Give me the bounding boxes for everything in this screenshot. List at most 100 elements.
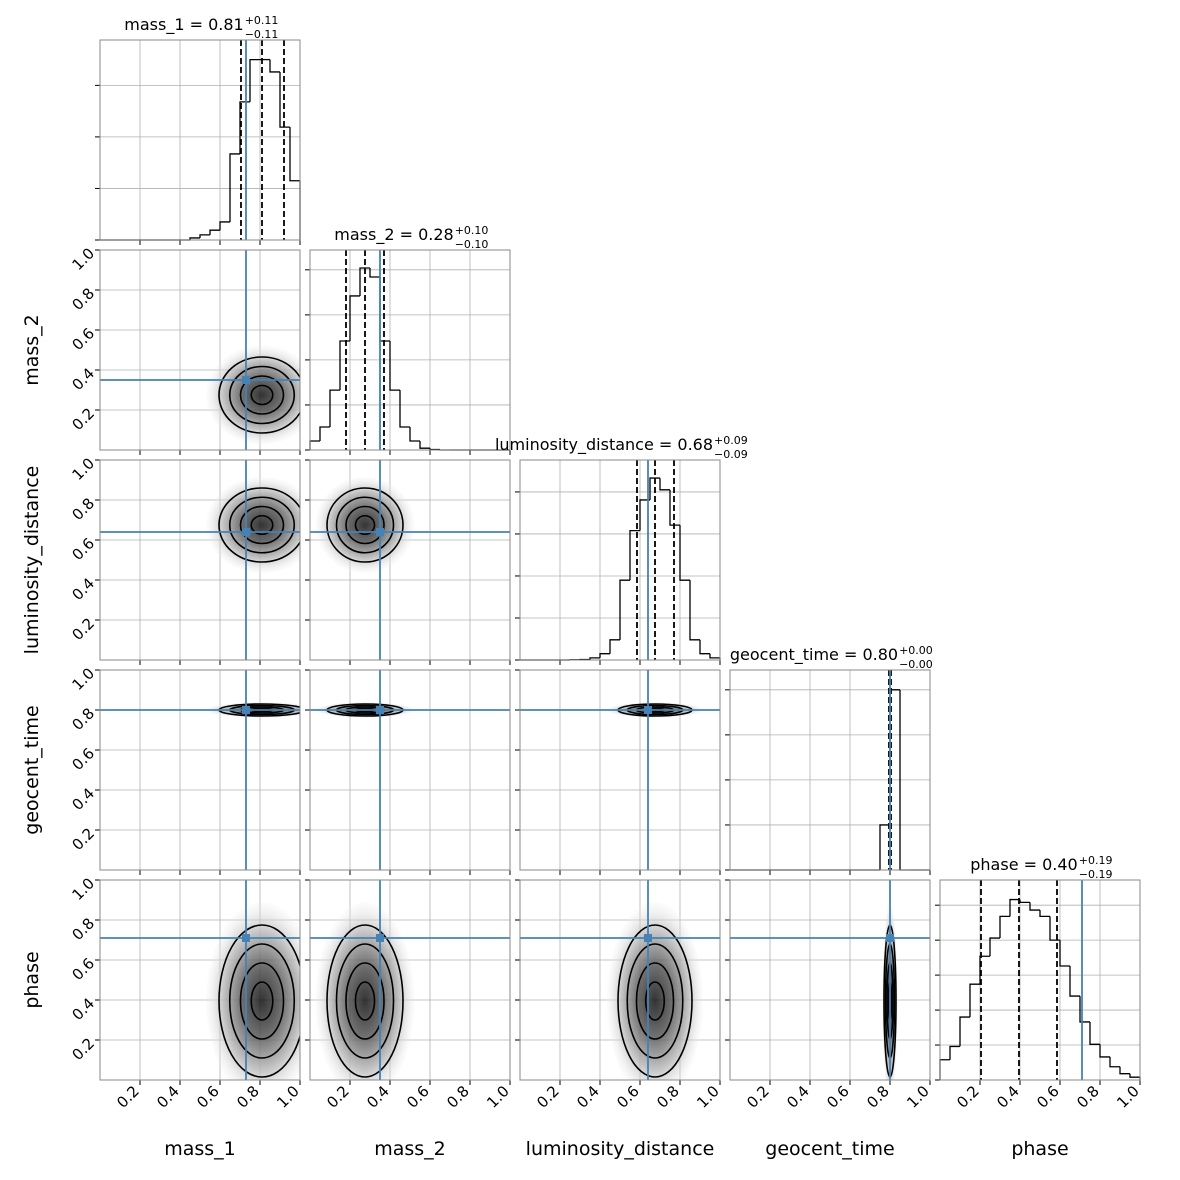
contour [239,962,285,1040]
panel-frame [99,879,301,1081]
histogram-bin [999,915,1010,939]
histogram-bin [1029,902,1040,911]
panel-frame [519,669,721,871]
panel [305,669,511,875]
histogram-bin [1009,898,1020,917]
y-tick-label: 0.6 [68,744,98,774]
title-text: geocent_time = 0.80 [730,645,898,665]
x-tick-label: 0.4 [573,1082,603,1112]
histogram-bin [369,268,380,278]
truth-marker [242,706,250,714]
histogram-bin [959,1016,970,1047]
panel: 0.2 0.4 0.6 0.8 1.0 [68,244,301,455]
density [206,345,300,445]
title-text: phase = 0.40 [970,855,1077,874]
histogram-bin [679,525,690,581]
contour [228,365,296,425]
panel-frame [309,669,511,871]
panel: 0.2 0.4 0.6 0.8 1.0 phase = 0.40 +0.19−0.19 [935,854,1143,1112]
density-cloud [206,902,300,1080]
panel [515,669,721,875]
panel: 0.2 0.4 0.6 0.8 1.0 0.2 0.4 0.6 0.8 1.0 [68,874,302,1111]
histogram-bin [269,59,280,73]
x-axis-label: geocent_time [765,1138,894,1160]
x-tick-label: 0.8 [863,1082,893,1112]
histogram-bin [349,295,360,341]
y-tick-label: 0.2 [68,404,98,434]
x-tick-label: 0.4 [993,1082,1023,1112]
histogram-bin [699,639,710,655]
histogram-bin [689,580,700,641]
truth-marker [242,376,250,384]
contour [345,505,385,545]
density [206,902,300,1080]
panel-bg [310,670,510,870]
panel: 0.2 0.4 0.6 0.8 1.0 [68,664,301,875]
histogram-bin [1089,1021,1100,1045]
contour [250,514,274,536]
histogram-bin [1129,1073,1140,1078]
y-tick-label: 0.6 [68,954,98,984]
histogram-bin [949,1045,960,1060]
panel-title: mass_2 = 0.28 [334,225,453,245]
title-text: luminosity_distance = 0.68 [495,435,713,455]
x-tick-label: 1.0 [483,1082,513,1112]
contour [218,356,300,434]
panel-frame [309,249,511,451]
x-tick-label: 0.6 [1033,1082,1063,1112]
x-tick-label: 0.2 [323,1082,353,1112]
histogram-bin [599,653,610,658]
histogram-bin [409,427,420,442]
contour [228,943,296,1059]
histogram-bin [359,267,370,296]
contour [626,943,684,1059]
title-lower: −0.10 [455,238,489,251]
x-tick-label: 0.2 [743,1082,773,1112]
histogram-bin [209,229,220,235]
density [315,476,415,574]
x-tick-label: 0.8 [443,1082,473,1112]
contour [239,375,285,415]
histogram-bin [979,955,990,985]
density [206,476,300,574]
contour [250,981,274,1021]
x-tick-label: 0.6 [403,1082,433,1112]
panel-bg [100,670,300,870]
histogram-bin [669,489,680,526]
histogram-bin [649,477,660,500]
histogram-bin [609,639,620,654]
contour [326,487,404,563]
density-cloud [206,476,300,574]
panel-bg [730,880,930,1080]
y-tick-label: 0.6 [68,324,98,354]
y-tick-label: 0.6 [68,534,98,564]
panel-title: geocent_time = 0.80 [730,645,898,665]
x-tick-label: 0.4 [783,1082,813,1112]
histogram-bin [419,440,430,449]
contour [250,384,274,406]
histogram-bin [1019,899,1030,904]
truth-marker [376,934,384,942]
panel-frame [99,459,301,661]
y-tick-label: 0.8 [68,704,98,734]
y-tick-label: 0.8 [68,914,98,944]
histogram-bin [969,983,980,1018]
y-tick-label: 0.2 [68,824,98,854]
density-cloud [315,902,415,1080]
panel-frame [309,879,511,1081]
truth-marker [886,934,894,942]
x-axis-label: mass_2 [374,1138,446,1160]
histogram-bin [1039,910,1050,918]
panel-frame [519,459,721,661]
title-upper: +0.19 [1079,854,1113,867]
x-tick-label: 1.0 [903,1082,933,1112]
contour [218,924,300,1078]
histogram-bin [1059,940,1070,967]
x-tick-label: 1.0 [1113,1082,1143,1112]
title-upper: +0.00 [899,644,933,657]
histogram-bin [619,579,630,640]
density-cloud [606,902,704,1080]
panel [305,459,511,665]
histogram-bin [1079,996,1090,1023]
y-tick-label: 0.4 [68,364,98,394]
